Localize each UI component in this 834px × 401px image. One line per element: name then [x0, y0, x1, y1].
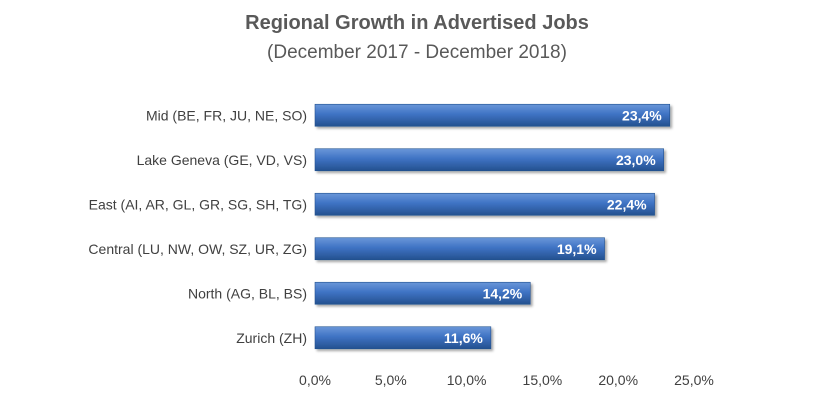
bar [314, 281, 531, 305]
category-label: Zurich (ZH) [236, 330, 307, 346]
chart-title: Regional Growth in Advertised Jobs [245, 12, 589, 34]
x-tick-label: 15,0% [523, 372, 563, 388]
data-label: 14,2% [483, 285, 523, 301]
bar [314, 148, 664, 172]
bar [314, 326, 492, 350]
x-tick-label: 0,0% [299, 372, 331, 388]
category-label: Lake Geneva (GE, VD, VS) [137, 152, 307, 168]
data-label: 19,1% [557, 241, 597, 257]
chart-subtitle: (December 2017 - December 2018) [267, 42, 567, 63]
x-tick-label: 25,0% [674, 372, 714, 388]
category-label: East (AI, AR, GL, GR, SG, SH, TG) [89, 196, 307, 212]
data-label: 23,4% [622, 107, 662, 123]
data-label: 23,0% [616, 152, 656, 168]
data-label: 11,6% [444, 330, 483, 346]
category-label: Central (LU, NW, OW, SZ, UR, ZG) [88, 241, 307, 257]
bar [314, 103, 671, 127]
x-tick-label: 20,0% [598, 372, 638, 388]
data-label: 22,4% [607, 196, 647, 212]
bar [314, 192, 655, 216]
x-tick-label: 5,0% [375, 372, 407, 388]
category-label: Mid (BE, FR, JU, NE, SO) [146, 107, 307, 123]
category-label: North (AG, BL, BS) [188, 285, 307, 301]
bar [314, 237, 605, 261]
x-tick-label: 10,0% [447, 372, 487, 388]
